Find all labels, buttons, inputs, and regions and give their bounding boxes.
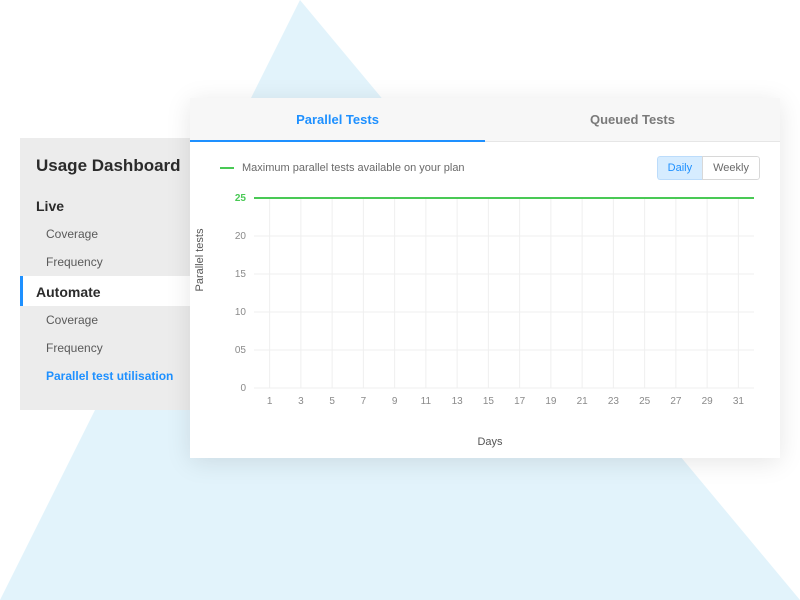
time-toggle: Daily Weekly [657, 156, 760, 180]
sidebar-item-automate-frequency[interactable]: Frequency [20, 334, 190, 362]
svg-text:29: 29 [702, 396, 714, 407]
toggle-daily[interactable]: Daily [657, 156, 702, 180]
sidebar-item-live-frequency[interactable]: Frequency [20, 248, 190, 276]
svg-text:15: 15 [235, 269, 247, 280]
chart-legend: Maximum parallel tests available on your… [220, 162, 465, 174]
sidebar-section-automate[interactable]: Automate [20, 276, 190, 306]
sidebar-item-parallel-test-utilisation[interactable]: Parallel test utilisation [20, 362, 190, 390]
svg-text:11: 11 [421, 396, 432, 407]
svg-text:5: 5 [329, 396, 335, 407]
svg-text:7: 7 [361, 396, 367, 407]
svg-text:3: 3 [298, 396, 304, 407]
main-panel: Parallel Tests Queued Tests Maximum para… [190, 98, 780, 458]
sidebar-section-live[interactable]: Live [20, 190, 190, 220]
sidebar-item-live-coverage[interactable]: Coverage [20, 220, 190, 248]
tab-queued-tests[interactable]: Queued Tests [485, 98, 780, 141]
svg-text:17: 17 [514, 396, 526, 407]
svg-text:25: 25 [235, 193, 247, 204]
svg-text:25: 25 [639, 396, 651, 407]
sidebar-item-automate-coverage[interactable]: Coverage [20, 306, 190, 334]
legend-text: Maximum parallel tests available on your… [242, 162, 465, 174]
svg-text:0: 0 [240, 383, 246, 394]
chart-header: Maximum parallel tests available on your… [190, 142, 780, 188]
y-axis-label: Parallel tests [194, 229, 206, 292]
svg-text:15: 15 [483, 396, 495, 407]
svg-text:19: 19 [545, 396, 557, 407]
chart-svg: 00510152025135791113151719212325272931 [220, 192, 760, 442]
chart-area: Parallel tests 0051015202513579111315171… [220, 192, 760, 442]
svg-text:20: 20 [235, 231, 247, 242]
svg-text:13: 13 [452, 396, 464, 407]
svg-text:23: 23 [608, 396, 620, 407]
x-axis-label: Days [477, 436, 502, 448]
toggle-weekly[interactable]: Weekly [702, 156, 760, 180]
svg-text:05: 05 [235, 345, 247, 356]
legend-swatch [220, 167, 234, 169]
svg-text:1: 1 [267, 396, 273, 407]
svg-text:21: 21 [577, 396, 589, 407]
svg-text:31: 31 [733, 396, 745, 407]
svg-text:10: 10 [235, 307, 247, 318]
tab-parallel-tests[interactable]: Parallel Tests [190, 98, 485, 141]
svg-text:27: 27 [670, 396, 682, 407]
svg-text:9: 9 [392, 396, 398, 407]
tabs: Parallel Tests Queued Tests [190, 98, 780, 142]
sidebar-title: Usage Dashboard [20, 138, 190, 190]
sidebar: Usage Dashboard Live Coverage Frequency … [20, 138, 190, 410]
